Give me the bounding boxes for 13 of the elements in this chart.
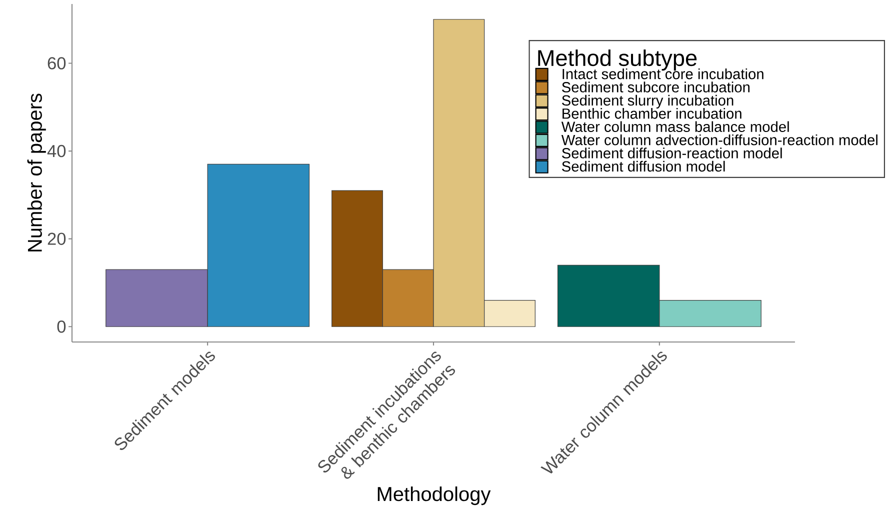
y-tick-label: 20 [48, 232, 66, 245]
legend-label: Sediment diffusion model [562, 160, 725, 172]
legend-label: Sediment slurry incubation [562, 94, 734, 108]
y-tick-label: 40 [47, 144, 66, 158]
legend-label: Benthic chamber incubation [562, 108, 742, 119]
legend-label: Water column mass balance model [561, 121, 789, 132]
legend-label: Sediment subcore incubation [562, 82, 750, 92]
y-tick-label: 60 [48, 57, 66, 70]
legend-label: Water column advection-diffusion-reaction model [561, 134, 878, 146]
legend-label: Sediment diffusion-reaction model [562, 148, 782, 158]
y-axis-title: Number of papers [27, 94, 46, 252]
x-axis-title: Methodology [378, 486, 491, 506]
y-tick-label: 0 [57, 320, 66, 333]
